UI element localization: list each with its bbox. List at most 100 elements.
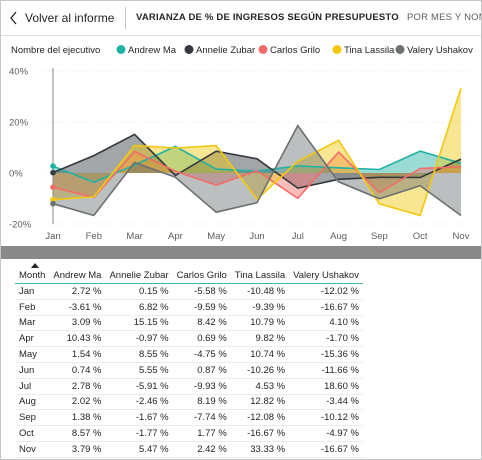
table-cell: Feb	[15, 299, 49, 315]
table-cell: 0.69 %	[173, 331, 231, 347]
back-button-label: Volver al informe	[25, 11, 114, 25]
legend-item-label[interactable]: Carlos Grilo	[270, 45, 320, 56]
y-tick-label: 20%	[9, 118, 29, 129]
data-point-marker	[50, 201, 56, 207]
table-cell: -11.66 %	[289, 362, 363, 378]
table-cell: Aug	[15, 394, 49, 410]
table-cell: 3.79 %	[49, 441, 105, 457]
table-cell: 10.43 %	[49, 331, 105, 347]
table-row: Jan 2.72 % 0.15 % -5.58 % -10.48 % -12.02 %	[15, 284, 363, 300]
table-cell: -12.08 %	[231, 410, 289, 426]
y-tick-label: 0%	[9, 169, 23, 180]
column-header[interactable]: Tina Lassila	[231, 263, 289, 284]
table-cell: -9.59 %	[173, 299, 231, 315]
table-cell: -9.93 %	[173, 378, 231, 394]
legend-item-label[interactable]: Valery Ushakov	[407, 45, 473, 56]
table-body: Jan 2.72 % 0.15 % -5.58 % -10.48 % -12.02 % Fe…	[15, 284, 363, 458]
legend-item-label[interactable]: Annelie Zubar	[196, 45, 255, 56]
x-tick-label: Sep	[371, 231, 388, 242]
legend-marker	[185, 45, 194, 54]
data-point-marker	[50, 163, 56, 169]
x-tick-label: Apr	[168, 231, 183, 242]
table-row: Sep 1.38 % -1.67 % -7.74 % -12.08 % -10.12 %	[15, 410, 363, 426]
table-cell: 0.74 %	[49, 362, 105, 378]
table-cell: Jun	[15, 362, 49, 378]
table-cell: 2.78 %	[49, 378, 105, 394]
table-row: Apr 10.43 % -0.97 % 0.69 % 9.82 % -1.70 %	[15, 331, 363, 347]
area-chart: Nombre del ejecutivo Andrew Ma Annelie Zub…	[1, 36, 481, 246]
table-cell: 4.53 %	[231, 378, 289, 394]
table-cell: 15.15 %	[105, 315, 172, 331]
table-cell: -3.44 %	[289, 394, 363, 410]
x-tick-label: Jul	[292, 231, 304, 242]
table-cell: -10.26 %	[231, 362, 289, 378]
table-row: Feb -3.61 % 6.82 % -9.59 % -9.39 % -16.67 %	[15, 299, 363, 315]
table-row: Nov 3.79 % 5.47 % 2.42 % 33.33 % -16.67 %	[15, 441, 363, 457]
table-cell: -10.48 %	[231, 284, 289, 300]
legend-marker	[117, 45, 126, 54]
x-tick-label: May	[207, 231, 225, 242]
column-header[interactable]: Carlos Grilo	[173, 263, 231, 284]
table-cell: -16.67 %	[289, 299, 363, 315]
table-row: Jul 2.78 % -5.91 % -9.93 % 4.53 % 18.60 %	[15, 378, 363, 394]
table-cell: -4.97 %	[289, 426, 363, 442]
table-cell: 8.55 %	[105, 347, 172, 363]
data-point-marker	[50, 184, 56, 190]
table-cell: 2.42 %	[173, 441, 231, 457]
legend-item-label[interactable]: Andrew Ma	[128, 45, 177, 56]
table-cell: 2.02 %	[49, 394, 105, 410]
table-cell: -9.39 %	[231, 299, 289, 315]
x-tick-label: Nov	[453, 231, 470, 242]
table-cell: 4.10 %	[289, 315, 363, 331]
data-table: Month Andrew Ma Annelie Zubar Carlos Grilo T…	[15, 263, 363, 458]
table-row: Aug 2.02 % -2.46 % 8.19 % 12.82 % -3.44 %	[15, 394, 363, 410]
legend-marker	[333, 45, 342, 54]
x-tick-label: Aug	[330, 231, 347, 242]
table-cell: 8.57 %	[49, 426, 105, 442]
column-header[interactable]: Annelie Zubar	[105, 263, 172, 284]
table-cell: -5.58 %	[173, 284, 231, 300]
table-header-row: Month Andrew Ma Annelie Zubar Carlos Grilo T…	[15, 263, 363, 284]
table-cell: -1.67 %	[105, 410, 172, 426]
header-divider	[125, 7, 126, 29]
table-cell: -5.91 %	[105, 378, 172, 394]
table-cell: 8.19 %	[173, 394, 231, 410]
table-cell: -1.77 %	[105, 426, 172, 442]
table-row: Mar 3.09 % 15.15 % 8.42 % 10.79 % 4.10 %	[15, 315, 363, 331]
table-cell: 3.09 %	[49, 315, 105, 331]
table-cell: -0.97 %	[105, 331, 172, 347]
table-cell: Apr	[15, 331, 49, 347]
table-cell: 9.82 %	[231, 331, 289, 347]
table-cell: 10.74 %	[231, 347, 289, 363]
table-cell: Nov	[15, 441, 49, 457]
x-tick-label: Jan	[45, 231, 60, 242]
legend-item-label[interactable]: Tina Lassila	[344, 45, 395, 56]
chevron-left-icon	[9, 11, 19, 25]
table-cell: 5.47 %	[105, 441, 172, 457]
legend-title: Nombre del ejecutivo	[11, 45, 100, 56]
column-header[interactable]: Month	[15, 263, 49, 284]
data-table-panel: Month Andrew Ma Annelie Zubar Carlos Grilo T…	[1, 259, 481, 459]
table-cell: 2.72 %	[49, 284, 105, 300]
table-cell: -2.46 %	[105, 394, 172, 410]
x-tick-label: Jun	[249, 231, 264, 242]
table-cell: Mar	[15, 315, 49, 331]
table-row: Jun 0.74 % 5.55 % 0.87 % -10.26 % -11.66 %	[15, 362, 363, 378]
table-cell: 1.54 %	[49, 347, 105, 363]
table-cell: 5.55 %	[105, 362, 172, 378]
table-cell: 8.42 %	[173, 315, 231, 331]
table-cell: -4.75 %	[173, 347, 231, 363]
table-row: May 1.54 % 8.55 % -4.75 % 10.74 % -15.36 %	[15, 347, 363, 363]
focus-mode-header: Volver al informe VARIANZA DE % DE INGRE…	[1, 1, 481, 36]
table-cell: 18.60 %	[289, 378, 363, 394]
table-cell: Jan	[15, 284, 49, 300]
panel-separator	[1, 246, 481, 259]
table-cell: Jul	[15, 378, 49, 394]
y-tick-label: -20%	[9, 220, 32, 231]
back-to-report-button[interactable]: Volver al informe	[9, 5, 114, 31]
table-cell: 33.33 %	[231, 441, 289, 457]
table-cell: May	[15, 347, 49, 363]
column-header[interactable]: Valery Ushakov	[289, 263, 363, 284]
column-header[interactable]: Andrew Ma	[49, 263, 105, 284]
